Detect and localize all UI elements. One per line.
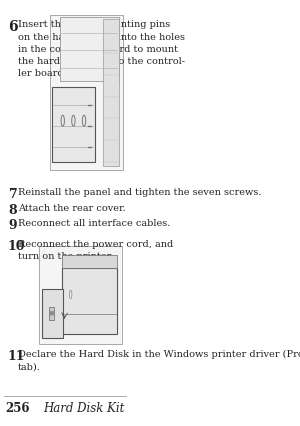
Bar: [62, 256, 117, 268]
Bar: [103, 20, 119, 167]
Circle shape: [52, 312, 53, 315]
Text: 9: 9: [9, 219, 17, 231]
Bar: [52, 88, 95, 162]
Text: Attach the rear cover.: Attach the rear cover.: [18, 204, 126, 213]
Text: Hard Disk Kit: Hard Disk Kit: [43, 401, 124, 414]
Bar: [39, 247, 122, 344]
Text: 256: 256: [5, 401, 30, 414]
Bar: [42, 289, 63, 338]
Text: 8: 8: [9, 204, 17, 217]
Circle shape: [50, 312, 51, 315]
Text: 6: 6: [8, 20, 18, 35]
Text: 7: 7: [9, 187, 17, 201]
Text: 10: 10: [7, 240, 25, 253]
Text: Reconnect the power cord, and
turn on the printer.: Reconnect the power cord, and turn on th…: [18, 240, 173, 261]
Bar: [60, 18, 118, 82]
Bar: [62, 268, 117, 334]
Text: Insert the three mounting pins
on the hard disk kit into the holes
in the contro: Insert the three mounting pins on the ha…: [18, 20, 185, 78]
Text: Reconnect all interface cables.: Reconnect all interface cables.: [18, 219, 170, 227]
Text: Declare the Hard Disk in the Windows printer driver (Properties/Configure
tab).: Declare the Hard Disk in the Windows pri…: [18, 349, 300, 371]
Text: 11: 11: [7, 349, 25, 362]
Bar: [49, 307, 54, 320]
Text: Reinstall the panel and tighten the seven screws.: Reinstall the panel and tighten the seve…: [18, 187, 261, 196]
Bar: [50, 16, 123, 171]
